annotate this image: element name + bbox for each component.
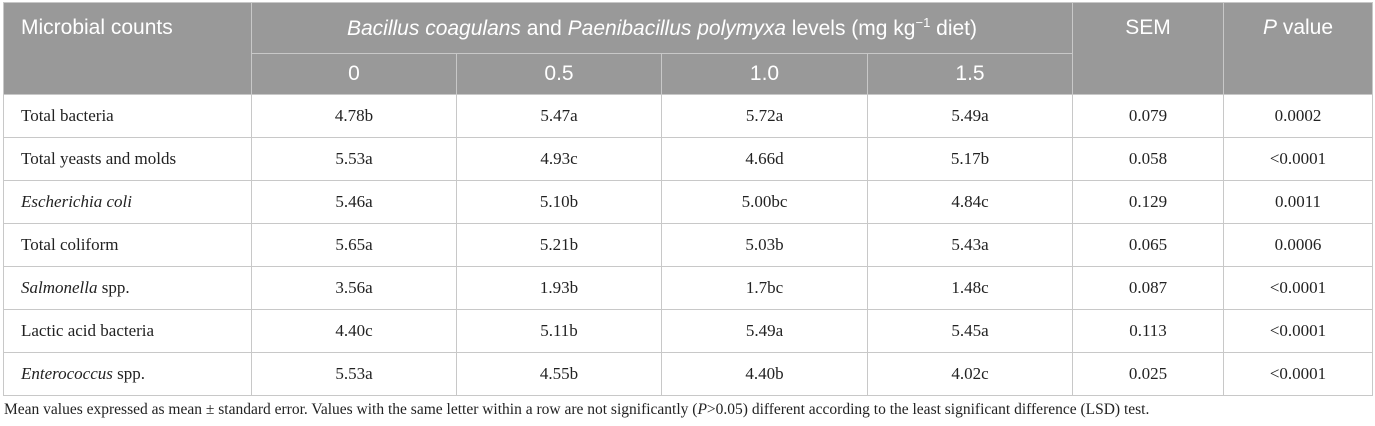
table-cell: 4.84c (867, 180, 1073, 224)
header-level-3: 1.5 (867, 53, 1073, 95)
header-species-1: Bacillus coagulans (347, 17, 521, 40)
header-levels-group: Bacillus coagulans and Paenibacillus pol… (251, 2, 1073, 54)
table-cell: 5.72a (661, 94, 868, 138)
table-cell: 5.17b (867, 137, 1073, 181)
sem-cell: 0.065 (1072, 223, 1224, 267)
sem-cell: 0.079 (1072, 94, 1224, 138)
header-sem: SEM (1072, 2, 1224, 95)
row-label-italic: Enterococcus (21, 364, 113, 383)
row-label: Lactic acid bacteria (3, 309, 252, 353)
table-cell: 5.65a (251, 223, 457, 267)
table-cell: 1.7bc (661, 266, 868, 310)
row-label-rest: spp. (97, 278, 130, 297)
table-cell: 5.10b (456, 180, 662, 224)
header-units-start: levels (mg kg (785, 17, 916, 40)
table-row: Enterococcus spp. 5.53a 4.55b 4.40b 4.02… (3, 352, 1373, 396)
table-footnote: Mean values expressed as mean ± standard… (4, 401, 1149, 419)
sem-cell: 0.087 (1072, 266, 1224, 310)
table-cell: 4.55b (456, 352, 662, 396)
table-cell: 5.46a (251, 180, 457, 224)
table-row: Total coliform 5.65a 5.21b 5.03b 5.43a 0… (3, 223, 1373, 267)
header-level-1: 0.5 (456, 53, 662, 95)
table-cell: 5.43a (867, 223, 1073, 267)
table-cell: 3.56a (251, 266, 457, 310)
footnote-part-1: Mean values expressed as mean ± standard… (4, 401, 698, 418)
table-cell: 1.93b (456, 266, 662, 310)
table-cell: 5.03b (661, 223, 868, 267)
table-cell: 5.49a (661, 309, 868, 353)
footnote-part-2: >0.05) different according to the least … (706, 401, 1150, 418)
row-label: Total coliform (3, 223, 252, 267)
row-label: Enterococcus spp. (3, 352, 252, 396)
sem-cell: 0.113 (1072, 309, 1224, 353)
table-cell: 4.78b (251, 94, 457, 138)
table-cell: 5.53a (251, 137, 457, 181)
table-row: Lactic acid bacteria 4.40c 5.11b 5.49a 5… (3, 309, 1373, 353)
table-cell: 5.49a (867, 94, 1073, 138)
header-p-rest: value (1276, 16, 1334, 39)
p-value-cell: 0.0011 (1223, 180, 1373, 224)
table-cell: 5.00bc (661, 180, 868, 224)
header-units-exponent: −1 (915, 15, 931, 30)
row-label: Total yeasts and molds (3, 137, 252, 181)
header-row-2: 0 0.5 1.0 1.5 (4, 53, 1373, 95)
footnote-p-italic: P (697, 401, 707, 418)
header-units-end: diet) (930, 17, 977, 40)
table-cell: 5.53a (251, 352, 457, 396)
table-cell: 4.66d (661, 137, 868, 181)
table-cell: 4.93c (456, 137, 662, 181)
table-cell: 4.02c (867, 352, 1073, 396)
header-p-italic: P (1262, 16, 1277, 39)
row-label: Escherichia coli (3, 180, 252, 224)
sem-cell: 0.025 (1072, 352, 1224, 396)
table-cell: 4.40c (251, 309, 457, 353)
header-level-2: 1.0 (661, 53, 868, 95)
header-and: and (520, 17, 568, 40)
table-cell: 4.40b (661, 352, 868, 396)
p-value-cell: <0.0001 (1223, 137, 1373, 181)
table-row: Salmonella spp. 3.56a 1.93b 1.7bc 1.48c … (3, 266, 1373, 310)
table-cell: 5.21b (456, 223, 662, 267)
table-container: Microbial counts Bacillus coagulans and … (3, 2, 1373, 396)
p-value-cell: 0.0006 (1223, 223, 1373, 267)
table-cell: 1.48c (867, 266, 1073, 310)
row-label: Total bacteria (3, 94, 252, 138)
sem-cell: 0.058 (1072, 137, 1224, 181)
row-label-italic: Salmonella (21, 278, 98, 297)
header-microbial-counts: Microbial counts (3, 2, 252, 95)
table-row: Total bacteria 4.78b 5.47a 5.72a 5.49a 0… (3, 94, 1373, 138)
row-label-rest: spp. (112, 364, 146, 383)
table-row: Escherichia coli 5.46a 5.10b 5.00bc 4.84… (3, 180, 1373, 224)
p-value-cell: <0.0001 (1223, 309, 1373, 353)
table-cell: 5.11b (456, 309, 662, 353)
header-level-0: 0 (251, 53, 457, 95)
p-value-cell: <0.0001 (1223, 352, 1373, 396)
header-row-1: Microbial counts Bacillus coagulans and … (3, 2, 1373, 95)
row-label: Salmonella spp. (3, 266, 252, 310)
sem-cell: 0.129 (1072, 180, 1224, 224)
table-row: Total yeasts and molds 5.53a 4.93c 4.66d… (3, 137, 1373, 181)
table-cell: 5.47a (456, 94, 662, 138)
p-value-cell: <0.0001 (1223, 266, 1373, 310)
microbial-counts-table: Microbial counts Bacillus coagulans and … (3, 2, 1373, 396)
header-p-value: P value (1223, 2, 1373, 95)
header-species-2: Paenibacillus polymyxa (567, 17, 786, 40)
p-value-cell: 0.0002 (1223, 94, 1373, 138)
table-cell: 5.45a (867, 309, 1073, 353)
